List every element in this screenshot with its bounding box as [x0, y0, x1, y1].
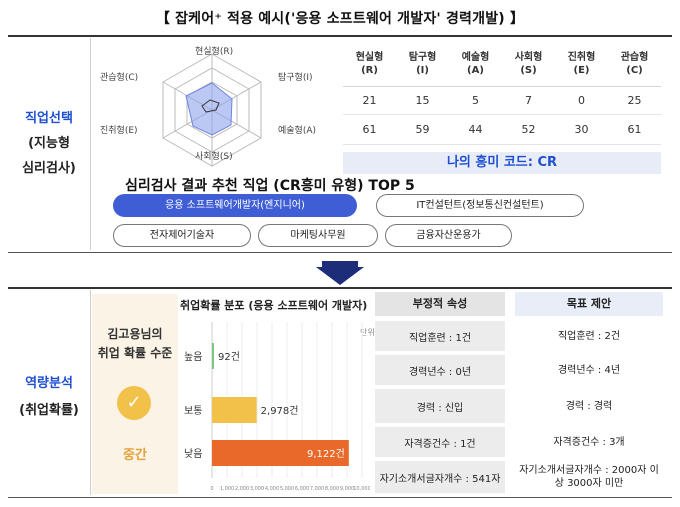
x-tick-label: 10,000	[353, 486, 370, 492]
goal-item-career-years: 경력년수 : 4년	[515, 355, 663, 385]
table-cell: 15	[396, 86, 449, 115]
section2-vertical-divider	[90, 290, 91, 495]
x-tick-label: 0	[210, 486, 213, 492]
section2-label-line2: (취업확률)	[19, 403, 79, 418]
section-divider-bottom	[8, 497, 672, 498]
section1-label: 직업선택 (지능형 심리검사)	[8, 106, 90, 181]
negative-item-training: 직업훈련 : 1건	[375, 321, 505, 351]
interest-code-box: 나의 흥미 코드: CR	[343, 152, 661, 174]
x-tick-label: 4,000	[265, 486, 279, 492]
radar-label-e: 진취형(E)	[100, 126, 138, 136]
bar	[212, 440, 349, 466]
goal-item-training: 직업훈련 : 2건	[515, 321, 663, 351]
page-title: 【 잡케어⁺ 적용 예시('응용 소프트웨어 개발자' 경력개발) 】	[155, 11, 525, 27]
table-cell: 59	[396, 114, 449, 145]
table-row: 61 59 44 52 30 61	[343, 114, 661, 145]
goal-suggestions-header: 목표 제안	[515, 292, 663, 316]
negative-item-cover-letter: 자기소개서글자개수 : 541자	[375, 461, 505, 493]
section1-label-line3: 심리검사)	[22, 161, 76, 176]
user-name-text: 김고용님의	[107, 327, 163, 341]
score-header-i: 탐구형 (I)	[396, 42, 449, 87]
bar-value-label: 2,978건	[261, 405, 299, 417]
score-table-header-row: 현실형 (R) 탐구형 (I) 예술형 (A) 사회형 (S) 진취형 (E) 관습형 (C…	[343, 42, 661, 87]
top5-title: 심리검사 결과 추천 직업 (CR흥미 유형) TOP 5	[125, 178, 415, 194]
radar-score-shape	[201, 99, 220, 113]
score-header-s: 사회형 (S)	[502, 42, 555, 87]
job-pill-software-developer[interactable]: 응용 소프트웨어개발자(엔지니어)	[113, 194, 357, 217]
negative-item-career-years: 경력년수 : 0년	[375, 355, 505, 385]
table-cell: 5	[449, 86, 502, 115]
negative-attributes-header: 부정적 속성	[375, 292, 505, 316]
table-cell: 44	[449, 114, 502, 145]
table-cell: 61	[608, 114, 661, 145]
score-table: 현실형 (R) 탐구형 (I) 예술형 (A) 사회형 (S) 진취형 (E) 관습형 (C…	[343, 42, 661, 145]
table-cell: 0	[555, 86, 608, 115]
goal-item-career: 경력 : 경력	[515, 389, 663, 423]
table-cell: 21	[343, 86, 396, 115]
section-divider-top	[8, 35, 672, 37]
section-divider-bottom-top	[8, 287, 672, 289]
bar	[212, 343, 214, 369]
table-cell: 25	[608, 86, 661, 115]
radar-label-r: 현실형(R)	[195, 47, 234, 57]
table-cell: 7	[502, 86, 555, 115]
radar-label-a: 예술형(A)	[278, 126, 317, 136]
bar-value-label: 9,122건	[307, 448, 345, 460]
radar-area	[185, 82, 233, 136]
section2-label-line1: 역량분석	[25, 376, 73, 391]
x-tick-label: 2,000	[235, 486, 249, 492]
negative-item-certificates: 자격증건수 : 1건	[375, 427, 505, 457]
chart-title: 취업확률 분포 (응용 소프트웨어 개발자)	[180, 299, 368, 312]
goal-item-cover-letter: 자기소개서글자개수 : 2000자 이상 3000자 미만	[515, 461, 663, 493]
x-tick-label: 9,000	[340, 486, 354, 492]
category-label: 낮음	[184, 448, 202, 460]
radar-label-i: 탐구형(I)	[278, 73, 313, 83]
section1-label-line1: 직업선택	[25, 111, 73, 126]
score-header-e: 진취형 (E)	[555, 42, 608, 87]
bar	[212, 397, 257, 423]
category-label: 높음	[184, 351, 202, 363]
table-cell: 30	[555, 114, 608, 145]
job-pill-electronic-control[interactable]: 전자제어기술자	[113, 224, 251, 247]
x-tick-label: 6,000	[295, 486, 309, 492]
probability-level-value: 중간	[123, 448, 147, 463]
probability-level-caption: 취업 확률 수준	[97, 346, 173, 360]
table-row: 21 15 5 7 0 25	[343, 86, 661, 115]
table-cell: 52	[502, 114, 555, 145]
negative-item-career: 경력 : 신입	[375, 389, 505, 423]
job-pill-it-consultant[interactable]: IT컨설턴트(정보통신컨설턴트)	[376, 194, 584, 217]
job-pill-marketing-clerk[interactable]: 마케팅사무원	[258, 224, 378, 247]
x-tick-label: 8,000	[325, 486, 339, 492]
down-arrow-icon	[316, 261, 364, 285]
chart-unit-label: 단위	[360, 328, 375, 337]
section1-vertical-divider	[90, 38, 91, 250]
bar-value-label: 92건	[218, 351, 240, 363]
radar-label-c: 관습형(C)	[100, 73, 139, 83]
score-header-a: 예술형 (A)	[449, 42, 502, 87]
score-header-c: 관습형 (C)	[608, 42, 661, 87]
x-tick-label: 1,000	[220, 486, 234, 492]
job-pill-asset-manager[interactable]: 금융자산운용가	[385, 224, 512, 247]
section1-label-line2: (지능형	[28, 136, 70, 151]
x-tick-label: 3,000	[250, 486, 264, 492]
x-tick-label: 5,000	[280, 486, 294, 492]
score-header-r: 현실형 (R)	[343, 42, 396, 87]
section2-label: 역량분석 (취업확률)	[8, 370, 90, 424]
check-icon: ✓	[117, 386, 151, 420]
table-cell: 61	[343, 114, 396, 145]
category-label: 보통	[184, 405, 202, 417]
radar-label-s: 사회형(S)	[195, 152, 233, 162]
goal-item-certificates: 자격증건수 : 3개	[515, 427, 663, 457]
radar-chart-svg	[162, 53, 262, 167]
section-divider-mid	[8, 252, 672, 253]
bar-chart: 0 1,000 2,000 3,000 4,000 5,000 6,000 7,000 8,00…	[184, 322, 370, 492]
x-tick-label: 7,000	[310, 486, 324, 492]
radar-chart: 현실형(R) 탐구형(I) 예술형(A) 사회형(S) 진취형(E) 관습형(C…	[98, 42, 343, 167]
